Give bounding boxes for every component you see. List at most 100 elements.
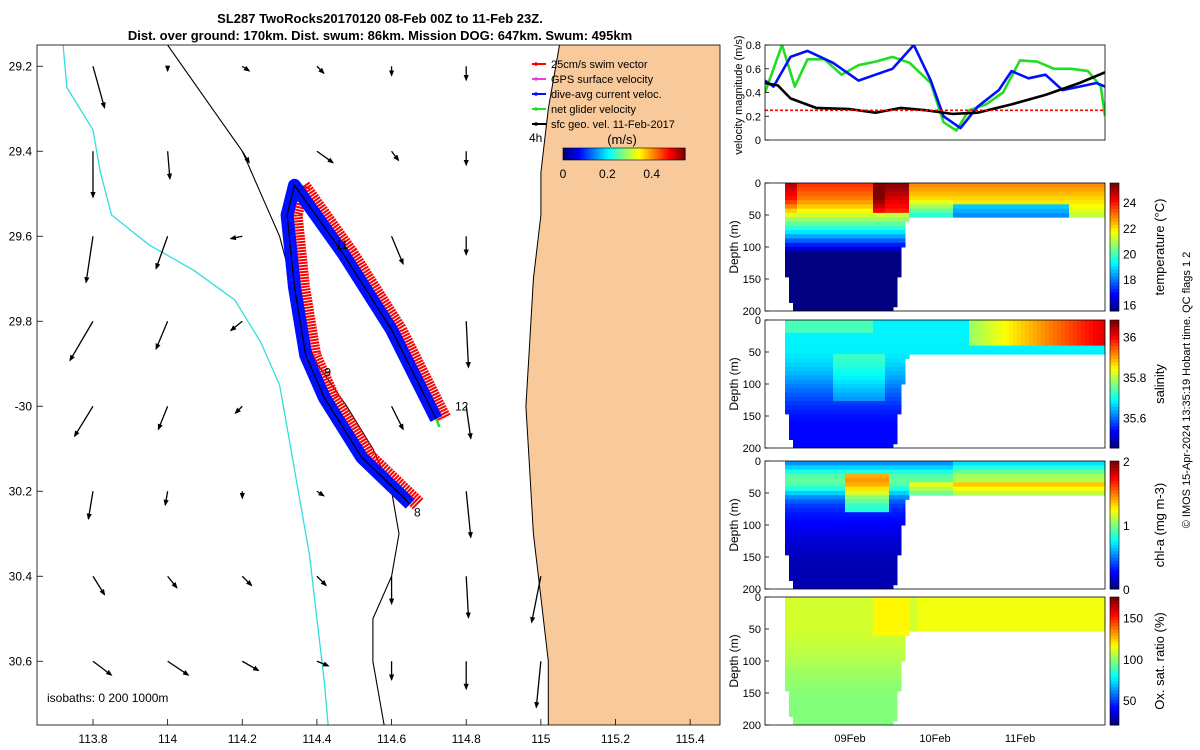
section-cell-sal: [873, 422, 878, 428]
section-cell-ox: [877, 669, 882, 675]
section-cell-ox: [813, 609, 818, 615]
section-cell-sal: [1045, 349, 1050, 355]
section-cell-temp: [889, 225, 894, 231]
section-cell-ox: [853, 648, 858, 653]
section-cell-chl: [793, 469, 798, 475]
section-cell-chl: [1017, 465, 1022, 471]
section-cell-temp: [929, 200, 934, 205]
section-cell-ox: [873, 609, 878, 615]
section-cell-sal: [849, 405, 854, 411]
section-cell-chl: [877, 584, 882, 589]
section-cell-ox: [857, 643, 862, 649]
section-cell-ox: [853, 716, 858, 722]
section-cell-temp: [789, 255, 794, 261]
section-cell-chl: [1073, 486, 1078, 492]
section-cell-sal: [821, 418, 826, 423]
section-cell-sal: [905, 337, 910, 342]
section-cell-sal: [953, 341, 958, 347]
section-cell-chl: [829, 580, 834, 586]
section-cell-temp: [973, 204, 978, 210]
section-cell-chl: [821, 563, 826, 569]
section-cell-chl: [849, 542, 854, 547]
section-cell-temp: [885, 208, 890, 214]
section-cell-sal: [865, 422, 870, 428]
section-cell-chl: [937, 469, 942, 475]
section-cell-ox: [841, 669, 846, 675]
map-colorbar-cell: [573, 148, 576, 160]
section-cell-sal: [913, 349, 918, 355]
day-label: 8: [414, 506, 421, 520]
section-cell-temp: [861, 251, 866, 257]
section-cell-chl: [869, 507, 874, 513]
section-cell-sal: [797, 341, 802, 347]
section-cell-chl: [817, 567, 822, 573]
section-colorbar-cell-sal: [1110, 361, 1119, 366]
section-cell-sal: [829, 384, 834, 389]
section-cell-chl: [877, 490, 882, 496]
section-cell-temp: [897, 251, 902, 257]
section-cell-ox: [873, 707, 878, 713]
section-cell-chl: [885, 512, 890, 517]
section-cell-ox: [809, 631, 814, 636]
section-cell-sal: [1093, 337, 1098, 342]
section-cell-chl: [857, 512, 862, 517]
section-cell-chl: [913, 465, 918, 471]
section-cell-temp: [1061, 204, 1066, 210]
section-cell-sal: [997, 337, 1002, 342]
section-cell-temp: [809, 251, 814, 257]
section-cell-temp: [977, 183, 982, 188]
section-cell-sal: [893, 354, 898, 359]
section-cell-chl: [793, 503, 798, 509]
section-cell-chl: [805, 550, 810, 556]
map-y-tick-label: 30.4: [9, 569, 33, 583]
section-cell-chl: [933, 486, 938, 492]
section-cell-sal: [865, 375, 870, 381]
section-cell-sal: [993, 345, 998, 351]
section-cell-chl: [869, 529, 874, 535]
section-cell-chl: [821, 554, 826, 560]
section-cell-chl: [885, 537, 890, 543]
section-cell-chl: [933, 461, 938, 466]
section-cell-temp: [789, 272, 794, 278]
section-cell-chl: [829, 461, 834, 466]
section-cell-chl: [865, 576, 870, 581]
section-cell-chl: [789, 469, 794, 475]
section-cell-chl: [829, 542, 834, 547]
section-cell-temp: [905, 208, 910, 214]
section-cell-temp: [817, 187, 822, 193]
section-cell-ox: [833, 648, 838, 653]
section-cell-temp: [801, 191, 806, 197]
velocity-y-tick-label: 0.6: [746, 64, 761, 76]
section-cell-sal: [797, 443, 802, 448]
section-cell-chl: [801, 461, 806, 466]
section-cell-sal: [917, 341, 922, 347]
section-cell-ox: [885, 673, 890, 679]
section-cell-sal: [873, 384, 878, 389]
section-cell-ox: [801, 703, 806, 709]
section-cell-temp: [1101, 183, 1105, 188]
section-cell-ox: [817, 601, 822, 607]
section-cell-temp: [997, 200, 1002, 205]
section-cell-sal: [785, 401, 790, 406]
section-cell-sal: [989, 349, 994, 355]
section-colorbar-cell-sal: [1110, 400, 1119, 404]
section-cell-chl: [845, 478, 850, 483]
section-cell-chl: [849, 525, 854, 530]
section-cell-sal: [845, 426, 850, 432]
section-cell-ox: [801, 695, 806, 700]
section-cell-chl: [873, 554, 878, 560]
section-cell-temp: [789, 238, 794, 244]
section-cell-temp: [813, 251, 818, 257]
section-cell-sal: [1021, 341, 1026, 347]
section-cell-chl: [817, 546, 822, 552]
section-cell-chl: [857, 546, 862, 552]
section-cell-sal: [841, 426, 846, 432]
section-cell-ox: [857, 635, 862, 641]
section-cell-ox: [849, 720, 854, 725]
section-cell-sal: [849, 324, 854, 330]
section-colorbar-cell-temp: [1110, 307, 1119, 312]
section-cell-sal: [877, 358, 882, 364]
section-cell-chl: [957, 469, 962, 475]
section-cell-temp: [849, 238, 854, 244]
section-cell-chl: [837, 571, 842, 577]
